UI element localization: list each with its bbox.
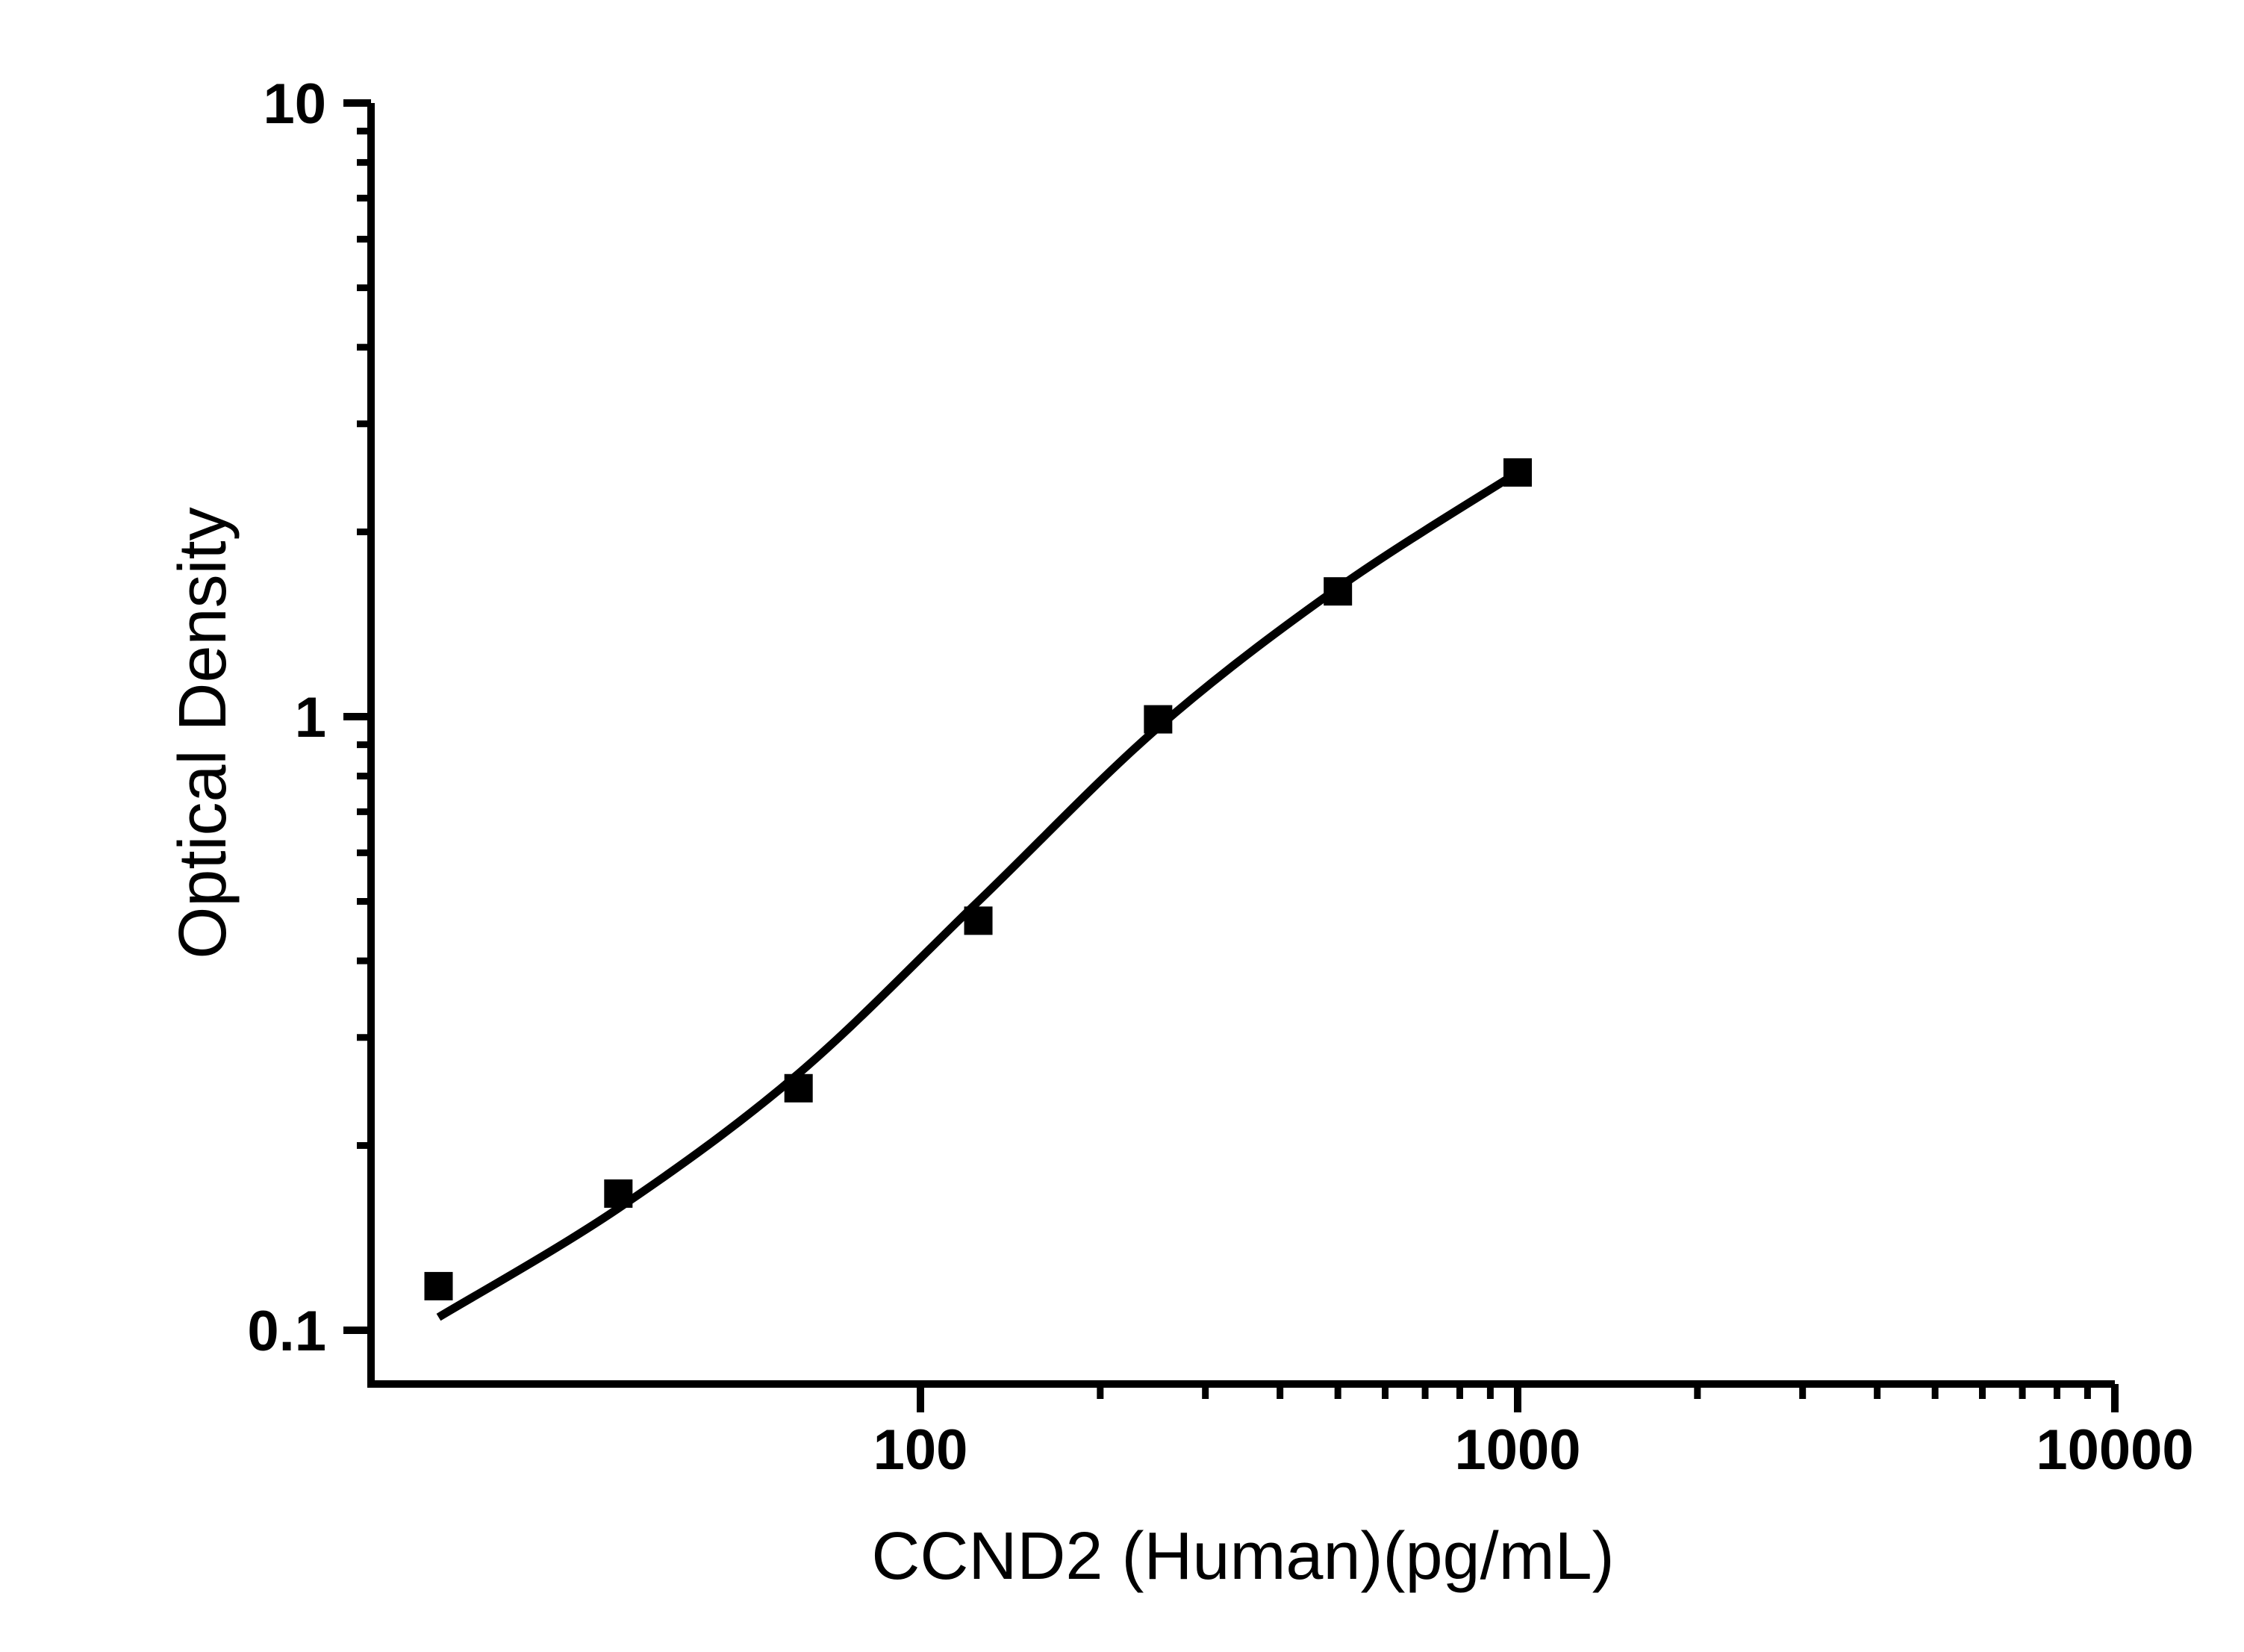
data-point-marker [784, 1073, 813, 1103]
data-points [424, 458, 1532, 1300]
y-tick-label: 1 [295, 686, 326, 749]
x-tick-label: 100 [873, 1418, 968, 1482]
fit-curve-line [436, 469, 1520, 1321]
data-point-marker [964, 906, 993, 935]
y-tick-label: 0.1 [247, 1300, 326, 1363]
x-tick-label: 1000 [1454, 1418, 1580, 1482]
x-axis-title: CCND2 (Human)(pg/mL) [871, 1519, 1614, 1594]
data-point-marker [1324, 577, 1353, 606]
data-point-marker [604, 1179, 633, 1208]
axes-layer [343, 99, 2119, 1412]
y-axis-title: Optical Density [166, 507, 240, 959]
data-point-marker [1503, 458, 1532, 487]
data-point-marker [424, 1271, 453, 1300]
y-tick-label: 10 [263, 72, 326, 136]
data-point-marker [1144, 705, 1173, 734]
tick-label-layer: 10 1 0.1 100 1000 10000 [247, 72, 2193, 1482]
x-tick-label: 10000 [2036, 1418, 2193, 1482]
